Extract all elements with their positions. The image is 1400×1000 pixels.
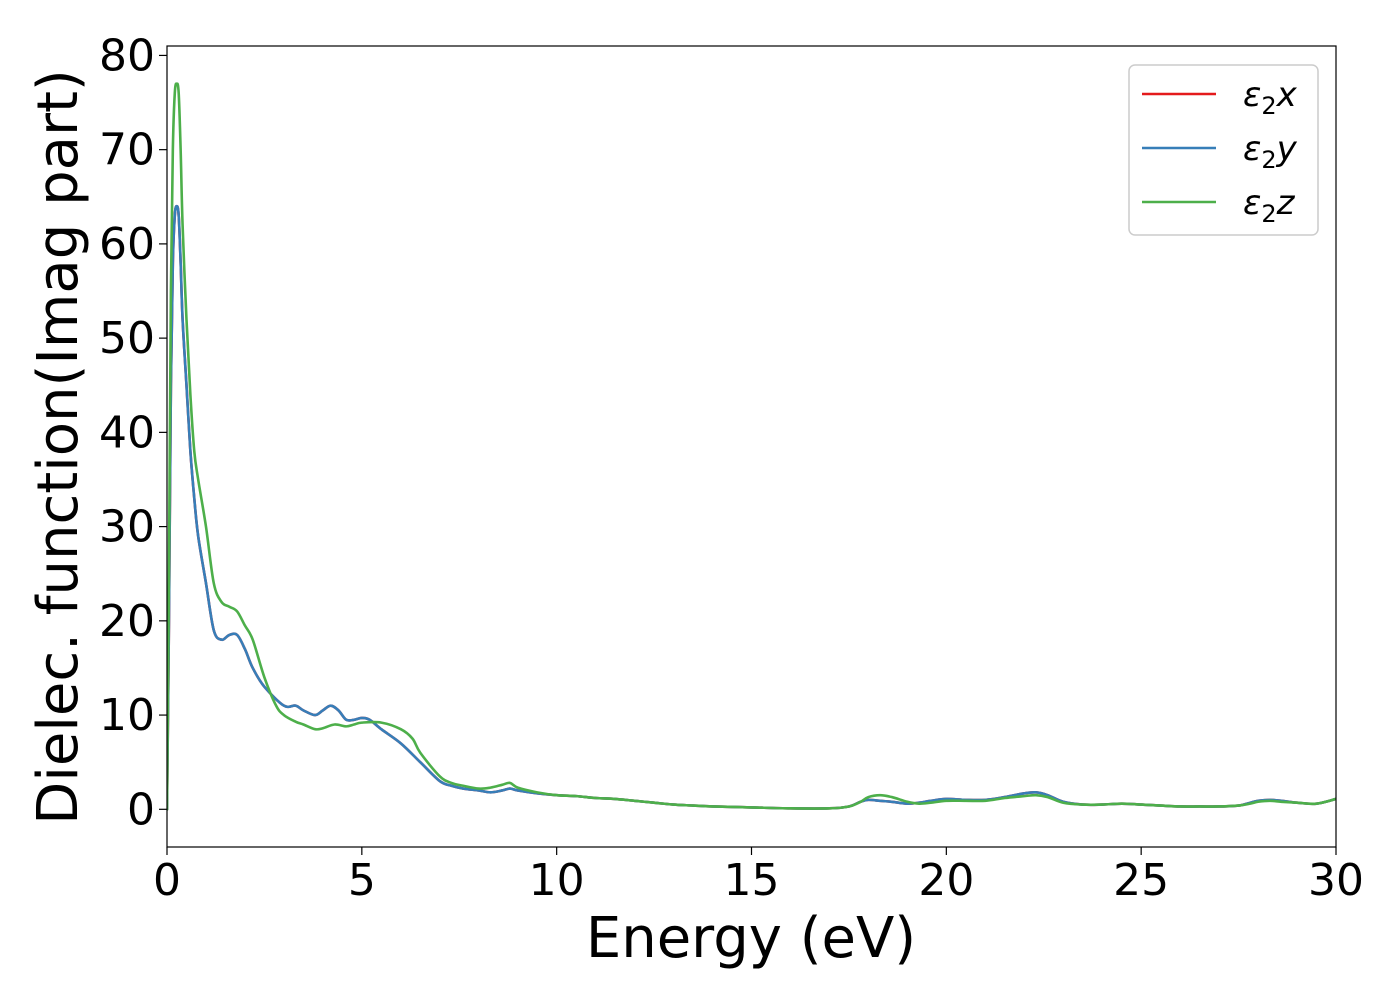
legend-label-x: ε2x xyxy=(1243,75,1298,120)
y-tick-label: 20 xyxy=(99,596,155,647)
x-tick-label: 5 xyxy=(348,855,376,906)
x-tick-label: 25 xyxy=(1113,855,1169,906)
y-tick-label: 50 xyxy=(99,313,155,364)
y-tick-label: 0 xyxy=(127,784,155,835)
x-axis: 0 5 10 15 20 25 30 xyxy=(153,847,1364,906)
x-tick-label: 0 xyxy=(153,855,181,906)
y-tick-label: 60 xyxy=(99,219,155,270)
x-tick-label: 15 xyxy=(724,855,780,906)
legend-label-y: ε2y xyxy=(1243,129,1298,174)
x-tick-label: 10 xyxy=(529,855,585,906)
x-tick-label: 30 xyxy=(1308,855,1364,906)
legend-box xyxy=(1128,64,1319,236)
legend-entries: ε2x ε2y ε2z xyxy=(1142,75,1298,228)
y-axis-label: Dielec. function(Imag part) xyxy=(26,69,91,825)
x-axis-label: Energy (eV) xyxy=(586,906,916,971)
y-tick-label: 30 xyxy=(99,502,155,553)
y-axis: 0 10 20 30 40 50 60 70 80 xyxy=(99,30,167,835)
y-tick-label: 70 xyxy=(99,125,155,176)
x-tick-label: 20 xyxy=(918,855,974,906)
series-layer xyxy=(167,82,1336,811)
y-tick-label: 40 xyxy=(99,407,155,458)
legend: ε2x ε2y ε2z xyxy=(1128,64,1319,236)
y-tick-label: 10 xyxy=(99,690,155,741)
legend-label-z: ε2z xyxy=(1243,183,1296,228)
y-tick-label: 80 xyxy=(99,30,155,81)
series-line-z xyxy=(167,82,1336,811)
